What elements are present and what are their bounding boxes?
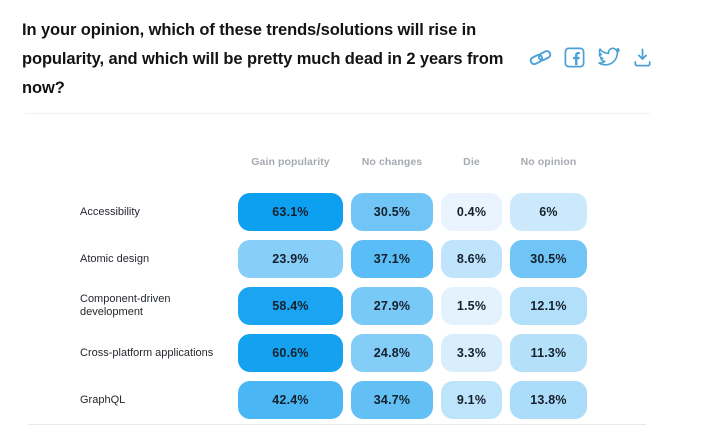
column-header-1: Gain popularity	[251, 156, 330, 168]
value-cell: 6%	[510, 193, 587, 231]
row-label: Cross-platform applications	[80, 346, 214, 359]
facebook-icon	[563, 46, 586, 69]
bottom-divider	[28, 424, 646, 425]
value-cell: 13.8%	[510, 381, 587, 419]
share-bar	[529, 45, 654, 69]
value-cell: 30.5%	[351, 193, 433, 231]
column-header-3: Die	[463, 156, 480, 168]
row-label: GraphQL	[80, 393, 126, 406]
value-cell: 1.5%	[441, 287, 502, 325]
share-link-button[interactable]	[529, 45, 552, 69]
download-icon	[631, 46, 654, 69]
column-header-4: No opinion	[520, 156, 577, 168]
value-cell: 37.1%	[351, 240, 433, 278]
value-cell: 12.1%	[510, 287, 587, 325]
title-divider	[25, 113, 650, 114]
share-facebook-button[interactable]	[563, 45, 586, 69]
twitter-icon	[597, 45, 621, 69]
share-twitter-button[interactable]	[597, 45, 620, 69]
value-cell: 60.6%	[238, 334, 343, 372]
value-cell: 0.4%	[441, 193, 502, 231]
question-title: In your opinion, which of these trends/s…	[22, 21, 504, 97]
link-icon	[529, 46, 552, 69]
row-label: Component-driven development	[80, 293, 171, 318]
survey-grid: Gain popularity No changes Die No opinion Ac…	[80, 154, 587, 419]
value-cell: 24.8%	[351, 334, 433, 372]
share-download-button[interactable]	[631, 45, 654, 69]
value-cell: 3.3%	[441, 334, 502, 372]
value-cell: 63.1%	[238, 193, 343, 231]
value-cell: 42.4%	[238, 381, 343, 419]
value-cell: 8.6%	[441, 240, 502, 278]
value-cell: 34.7%	[351, 381, 433, 419]
value-cell: 11.3%	[510, 334, 587, 372]
value-cell: 23.9%	[238, 240, 343, 278]
value-cell: 9.1%	[441, 381, 502, 419]
row-label: Accessibility	[80, 205, 140, 218]
column-header-2: No changes	[361, 156, 423, 168]
value-cell: 58.4%	[238, 287, 343, 325]
row-label: Atomic design	[80, 252, 150, 265]
value-cell: 27.9%	[351, 287, 433, 325]
value-cell: 30.5%	[510, 240, 587, 278]
